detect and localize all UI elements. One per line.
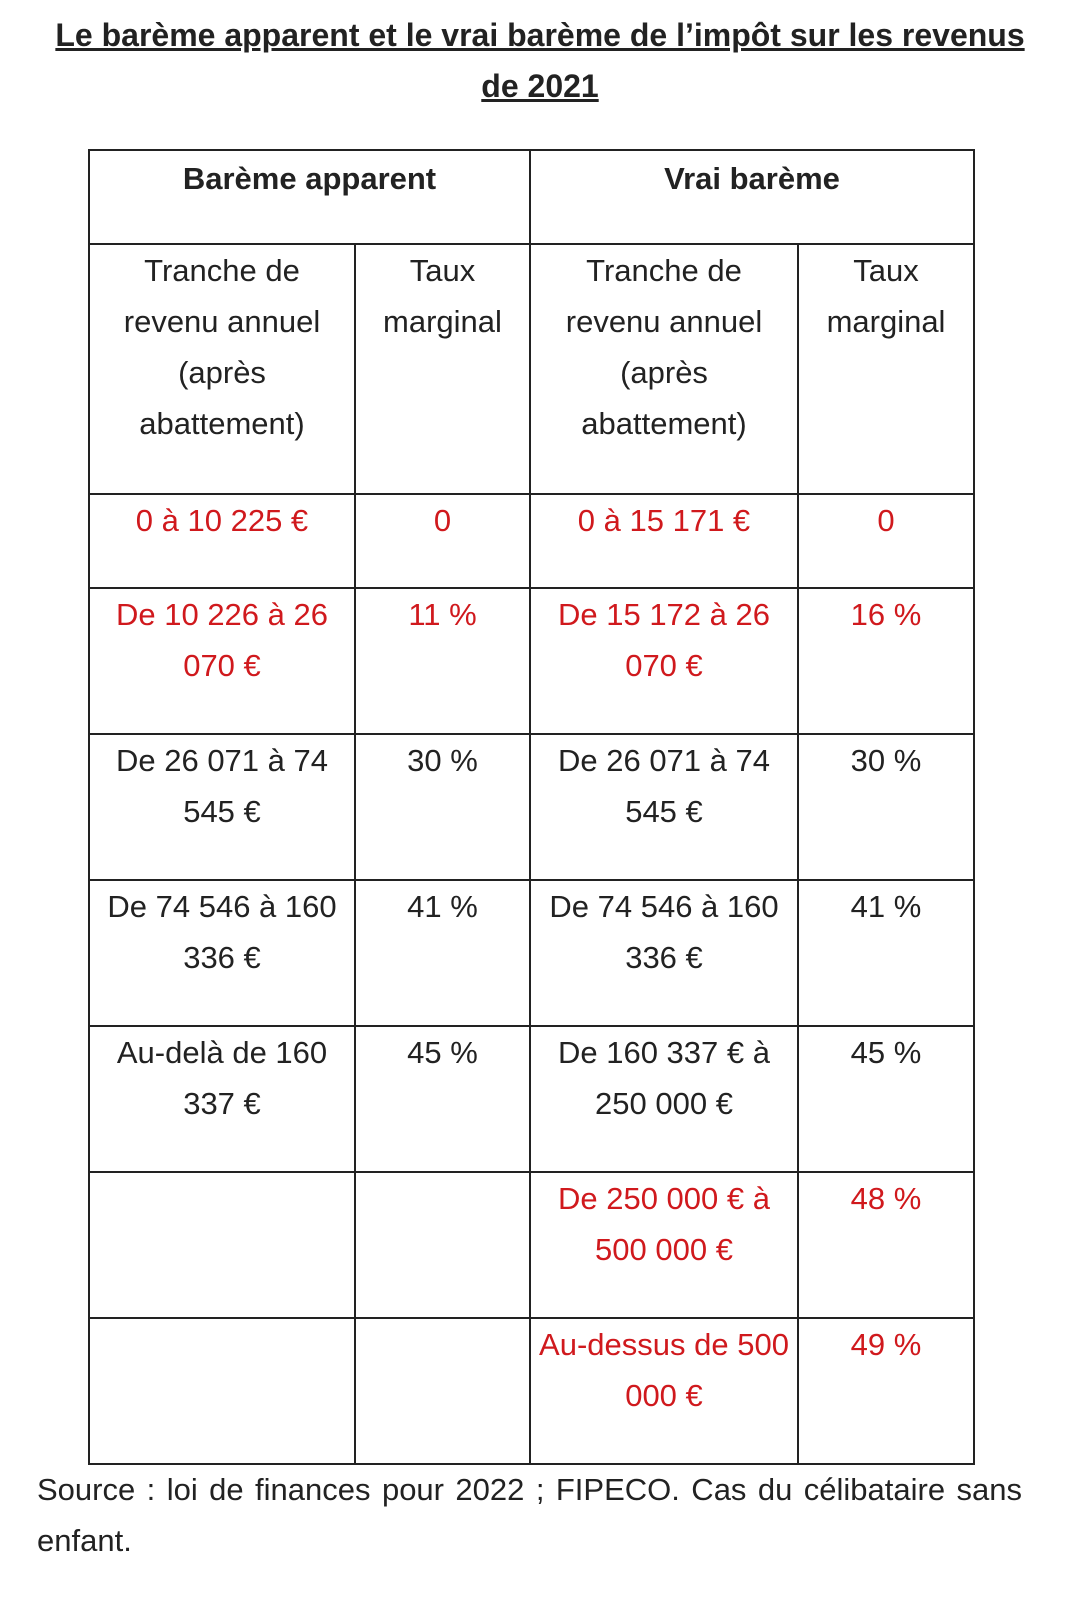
empty-cell — [354, 1171, 531, 1319]
column-header: Tranche de revenu annuel (après abatteme… — [88, 243, 356, 495]
cell: De 26 071 à 74 545 € — [529, 733, 799, 881]
row: De 250 000 € à 500 000 € 48 % — [88, 1171, 976, 1319]
source-note: Source : loi de finances pour 2022 ; FIP… — [37, 1472, 1022, 1558]
cell: 30 % — [354, 733, 531, 881]
empty-cell — [354, 1317, 531, 1465]
row: 0 à 10 225 € 0 0 à 15 171 € 0 — [88, 493, 976, 589]
row: De 74 546 à 160 336 € 41 % De 74 546 à 1… — [88, 879, 976, 1027]
cell: 49 % — [796, 1317, 976, 1465]
cell: Au-delà de 160 337 € — [88, 1025, 356, 1173]
cell: 30 % — [796, 733, 976, 881]
cell: De 74 546 à 160 336 € — [529, 879, 799, 1027]
cell: 0 à 10 225 € — [88, 493, 356, 589]
empty-cell — [88, 1317, 356, 1465]
column-row: Tranche de revenu annuel (après abatteme… — [88, 243, 976, 495]
row: De 10 226 à 26 070 € 11 % De 15 172 à 26… — [88, 587, 976, 735]
title: Le barème apparent et le vrai barème de … — [55, 17, 1025, 104]
group-header: Barème apparent — [88, 149, 531, 245]
cell: 0 — [796, 493, 976, 589]
cell: 41 % — [354, 879, 531, 1027]
cell: De 74 546 à 160 336 € — [88, 879, 356, 1027]
cell: Au-dessus de 500 000 € — [529, 1317, 799, 1465]
column-header: Taux marginal — [354, 243, 531, 495]
cell: 0 à 15 171 € — [529, 493, 799, 589]
row: De 26 071 à 74 545 € 30 % De 26 071 à 74… — [88, 733, 976, 881]
cell: 41 % — [796, 879, 976, 1027]
cell: 0 — [354, 493, 531, 589]
cell: 11 % — [354, 587, 531, 735]
cell: De 250 000 € à 500 000 € — [529, 1171, 799, 1319]
cell: De 160 337 € à 250 000 € — [529, 1025, 799, 1173]
row: Au-dessus de 500 000 € 49 % — [88, 1317, 976, 1465]
column-header: Taux marginal — [796, 243, 976, 495]
empty-cell — [88, 1171, 356, 1319]
cell: De 26 071 à 74 545 € — [88, 733, 356, 881]
group-header: Vrai barème — [528, 149, 976, 245]
cell: 45 % — [354, 1025, 531, 1173]
column-header: Tranche de revenu annuel (après abatteme… — [529, 243, 799, 495]
cell: De 10 226 à 26 070 € — [88, 587, 356, 735]
tax-table: Barème apparent Vrai barème Tranche de r… — [88, 149, 976, 1465]
row: Au-delà de 160 337 € 45 % De 160 337 € à… — [88, 1025, 976, 1173]
cell: De 15 172 à 26 070 € — [529, 587, 799, 735]
cell: 48 % — [796, 1171, 976, 1319]
cell: 45 % — [796, 1025, 976, 1173]
cell: 16 % — [796, 587, 976, 735]
group-row: Barème apparent Vrai barème — [88, 149, 976, 245]
